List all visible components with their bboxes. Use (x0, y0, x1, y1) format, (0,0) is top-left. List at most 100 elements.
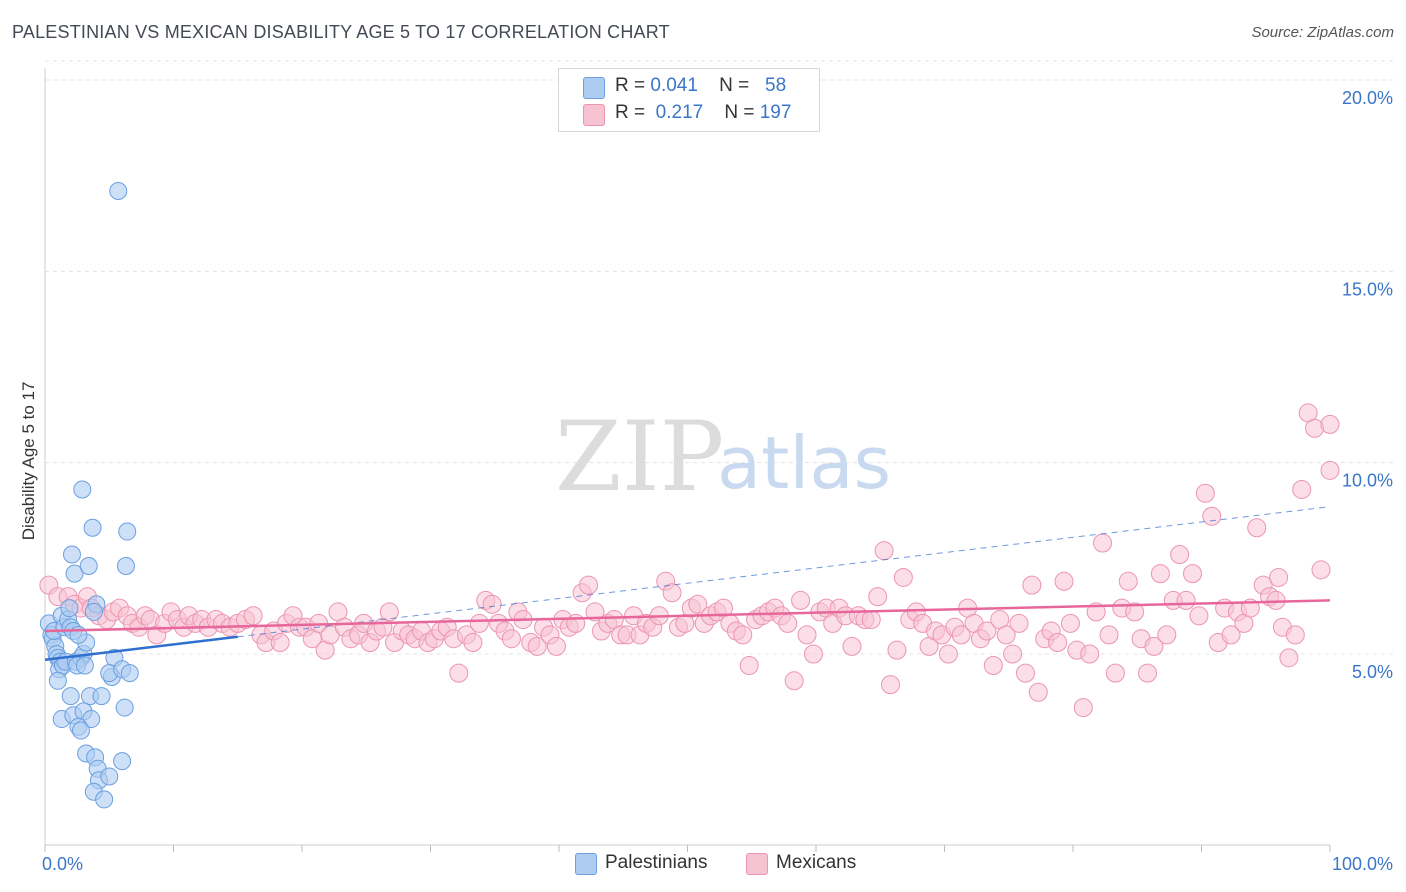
mexicans-point (463, 633, 483, 653)
legend-swatch-blue (583, 77, 605, 99)
mexicans-point (1060, 613, 1080, 633)
mexicans-point (1009, 613, 1029, 633)
palestinians-trend-solid (44, 635, 238, 661)
palestinians-point (109, 181, 128, 200)
mexicans-point (951, 625, 971, 645)
mexicans-point (977, 621, 997, 641)
legend-n-value: 197 (759, 102, 792, 123)
mexicans-point (983, 655, 1003, 675)
palestinians-point (120, 664, 139, 683)
mexicans-point (662, 583, 682, 603)
palestinians-point (118, 522, 137, 541)
mexicans-point (1247, 518, 1267, 538)
y-tick-label: 10.0% (1342, 471, 1393, 491)
mexicans-point (1054, 571, 1074, 591)
axis-labels: 5.0% 10.0% 15.0% 20.0% 0.0% 100.0% Disability … (19, 88, 1393, 874)
mexicans-point (739, 655, 759, 675)
mexicans-point (1022, 575, 1042, 595)
mexicans-point (1138, 663, 1158, 683)
legend-n-value: 58 (765, 75, 787, 96)
source-label: Source: ZipAtlas.com (1251, 24, 1394, 41)
mexicans-point (797, 625, 817, 645)
mexicans-point (1144, 636, 1164, 656)
bottom-swatch-pink (746, 853, 768, 875)
mexicans-point (1320, 414, 1340, 434)
mexicans-point (1183, 564, 1203, 584)
mexicans-point (1176, 590, 1196, 610)
legend-n-label: N = (719, 75, 750, 96)
mexicans-point (778, 613, 798, 633)
mexicans-point (868, 587, 888, 607)
mexicans-point (546, 636, 566, 656)
mexicans-point (243, 606, 263, 626)
mexicans-point (501, 629, 521, 649)
mexicans-point (1269, 567, 1289, 587)
legend-r-value: 0.041 (650, 75, 698, 96)
palestinians-point (48, 671, 67, 690)
x-tick-label: 100.0% (1332, 854, 1393, 874)
mexicans-point (861, 610, 881, 630)
mexicans-point (270, 633, 290, 653)
mexicans-point (1086, 602, 1106, 622)
mexicans-point (1048, 633, 1068, 653)
watermark-atlas: atlas (717, 421, 891, 505)
palestinians-point (95, 790, 114, 809)
mexicans-point (1073, 698, 1093, 718)
watermark: ZIP atlas (555, 401, 891, 513)
mexicans-point (1320, 460, 1340, 480)
palestinians-trend-dashed (237, 506, 1331, 638)
mexicans-point (791, 590, 811, 610)
mexicans-point (1170, 545, 1190, 565)
mexicans-point (733, 625, 753, 645)
axes (44, 68, 1331, 852)
palestinians-point (62, 545, 81, 564)
mexicans-point (1099, 625, 1119, 645)
palestinians-point (65, 564, 84, 583)
mexicans-point (527, 636, 547, 656)
mexicans-point (1150, 564, 1170, 584)
mexicans-point (784, 671, 804, 691)
legend-r-value: 0.217 (655, 102, 704, 123)
palestinians-point (73, 480, 92, 499)
mexicans-point (1003, 644, 1023, 664)
y-tick-label: 5.0% (1352, 662, 1393, 682)
mexicans-point (1279, 648, 1299, 668)
mexicans-point (1292, 479, 1312, 499)
mexicans-point (688, 594, 708, 614)
y-axis-title: Disability Age 5 to 17 (19, 382, 38, 541)
mexicans-point (1157, 625, 1177, 645)
mexicans-point (1195, 483, 1215, 503)
y-tick-label: 15.0% (1342, 279, 1393, 299)
mexicans-point (803, 644, 823, 664)
mexicans-point (1105, 663, 1125, 683)
mexicans-point (579, 575, 599, 595)
palestinians-point (92, 687, 111, 706)
mexicans-point (1028, 682, 1048, 702)
mexicans-point (1189, 606, 1209, 626)
chart-title: PALESTINIAN VS MEXICAN DISABILITY AGE 5 … (12, 22, 670, 42)
palestinians-point (100, 767, 119, 786)
palestinians-points (39, 181, 139, 809)
mexicans-point (469, 613, 489, 633)
mexicans-point (1202, 506, 1222, 526)
palestinians-point (79, 556, 98, 575)
palestinians-point (71, 721, 90, 740)
mexicans-point (1015, 663, 1035, 683)
mexicans-point (842, 636, 862, 656)
palestinians-point (115, 698, 134, 717)
trend-lines (44, 506, 1331, 661)
mexicans-point (1118, 571, 1138, 591)
palestinians-point (75, 656, 94, 675)
bottom-swatch-blue (575, 853, 597, 875)
mexicans-trend (44, 599, 1331, 633)
mexicans-point (881, 675, 901, 695)
palestinians-point (113, 752, 132, 771)
mexicans-point (1125, 602, 1145, 622)
mexicans-point (482, 594, 502, 614)
mexicans-point (1311, 560, 1331, 580)
legend-swatch-pink (583, 104, 605, 126)
palestinians-point (116, 556, 135, 575)
bottom-legend-label: Mexicans (776, 852, 857, 873)
mexicans-point (938, 644, 958, 664)
